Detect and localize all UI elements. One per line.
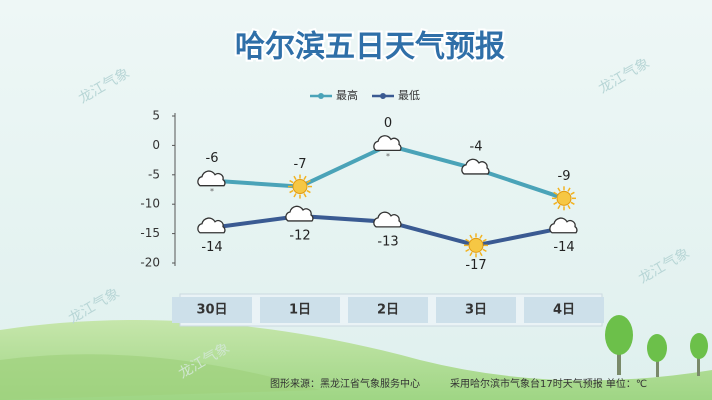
data-label: -12 xyxy=(289,228,310,243)
cloud xyxy=(549,217,578,234)
cloud xyxy=(197,217,226,234)
chart-title: 哈尔滨五日天气预报 xyxy=(235,30,505,65)
category-cell xyxy=(436,297,516,323)
sun-ray xyxy=(306,179,311,184)
y-tick-label: -10 xyxy=(140,197,160,211)
data-label: -14 xyxy=(553,240,574,255)
sun-ray xyxy=(303,193,307,198)
weather-icon xyxy=(285,205,314,222)
sun-ray xyxy=(303,175,307,181)
cloud xyxy=(461,158,490,175)
sun-ray xyxy=(553,191,558,195)
hill xyxy=(0,354,320,400)
sun-ray xyxy=(479,234,483,239)
data-label: -17 xyxy=(465,258,486,273)
data-label: -6 xyxy=(206,151,219,166)
sun xyxy=(292,179,308,195)
category-cell xyxy=(260,297,340,323)
y-tick-label: -15 xyxy=(140,226,160,240)
sun-ray xyxy=(482,248,487,253)
y-tick-label: -20 xyxy=(140,256,160,270)
legend-marker xyxy=(380,93,386,99)
sun-ray xyxy=(567,204,571,210)
weather-icon xyxy=(288,174,312,199)
y-tick-label: -5 xyxy=(148,167,160,181)
data-label: -4 xyxy=(470,139,483,154)
cloud xyxy=(197,170,226,187)
y-tick-label: 5 xyxy=(152,109,160,123)
footer-text: 图形来源：黑龙江省气象服务中心 xyxy=(270,377,420,390)
sun-ray xyxy=(293,193,297,198)
sun-ray xyxy=(567,187,571,192)
weather-icon xyxy=(552,186,576,211)
y-tick-label: 0 xyxy=(152,138,160,152)
snowflake: * xyxy=(210,187,214,196)
legend-marker xyxy=(318,93,324,99)
data-label: -7 xyxy=(294,157,307,172)
weather-icon xyxy=(464,233,488,258)
data-label: 0 xyxy=(384,116,392,131)
x-tick-label: 30日 xyxy=(196,303,227,318)
sun-ray xyxy=(306,189,311,194)
x-tick-label: 3日 xyxy=(465,303,487,318)
sun-ray xyxy=(479,251,483,257)
sun-ray xyxy=(557,187,561,192)
cloud xyxy=(373,211,402,228)
sun xyxy=(468,237,484,253)
trees xyxy=(605,315,708,377)
data-label: -14 xyxy=(201,240,222,255)
category-cell xyxy=(172,297,252,323)
sun-ray xyxy=(482,238,487,243)
data-label: -13 xyxy=(377,234,398,249)
category-cell xyxy=(348,297,428,323)
sun-ray xyxy=(553,201,558,205)
weather-icon: * xyxy=(373,135,402,161)
x-tick-label: 2日 xyxy=(377,303,399,318)
sun-ray xyxy=(289,179,294,184)
weather-icon xyxy=(373,211,402,228)
cloud xyxy=(373,135,402,152)
weather-icon xyxy=(197,217,226,234)
sun-ray xyxy=(465,238,470,243)
sun-ray xyxy=(289,189,294,194)
sun-ray xyxy=(469,234,473,239)
snowflake: * xyxy=(386,152,390,161)
sun-ray xyxy=(570,201,575,205)
weather-icon: * xyxy=(197,170,226,196)
data-label: -9 xyxy=(558,169,571,184)
sun-ray xyxy=(465,248,470,253)
x-tick-label: 4日 xyxy=(553,303,575,318)
sun-ray xyxy=(557,204,561,210)
weather-icon xyxy=(549,217,578,234)
weather-icon xyxy=(461,158,490,175)
sun-ray xyxy=(570,191,575,195)
legend-label: 最低 xyxy=(398,89,420,102)
sun xyxy=(556,190,572,206)
x-tick-label: 1日 xyxy=(289,303,311,318)
footer-text: 采用哈尔滨市气象台17时天气预报 单位：℃ xyxy=(450,377,647,390)
category-cell xyxy=(524,297,604,323)
legend-label: 最高 xyxy=(336,88,358,102)
cloud xyxy=(285,205,314,222)
sun-ray xyxy=(469,251,473,257)
sun-ray xyxy=(293,175,297,181)
